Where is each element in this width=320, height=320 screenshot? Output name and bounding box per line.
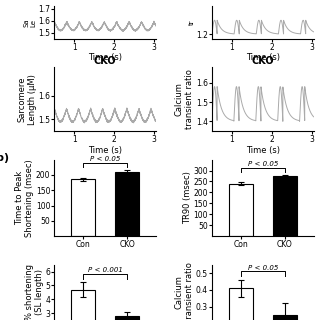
- Text: (b): (b): [0, 154, 10, 164]
- Bar: [228, 288, 253, 320]
- Y-axis label: Calcium
transient ratio: Calcium transient ratio: [175, 69, 194, 129]
- Y-axis label: Sa
Le: Sa Le: [24, 18, 37, 27]
- Text: P < 0.05: P < 0.05: [248, 161, 278, 167]
- Y-axis label: tr: tr: [188, 20, 195, 25]
- Bar: [115, 172, 140, 236]
- Text: P < 0.001: P < 0.001: [88, 267, 123, 273]
- X-axis label: Time (s): Time (s): [246, 146, 280, 155]
- Bar: [71, 180, 95, 236]
- Bar: [115, 316, 140, 320]
- Title: CKO: CKO: [94, 56, 116, 67]
- Title: CKO: CKO: [252, 56, 274, 67]
- X-axis label: Time (s): Time (s): [246, 53, 280, 62]
- Bar: [228, 184, 253, 236]
- Y-axis label: Time to Peak
Shortening (msec): Time to Peak Shortening (msec): [15, 159, 34, 237]
- X-axis label: Time (s): Time (s): [88, 53, 122, 62]
- Bar: [71, 290, 95, 320]
- Y-axis label: Calcium
transient ratio: Calcium transient ratio: [175, 262, 194, 320]
- Bar: [273, 315, 297, 320]
- Bar: [273, 176, 297, 236]
- Text: P < 0.05: P < 0.05: [248, 265, 278, 270]
- Y-axis label: TR90 (msec): TR90 (msec): [183, 172, 192, 224]
- X-axis label: Time (s): Time (s): [88, 146, 122, 155]
- Text: P < 0.05: P < 0.05: [90, 156, 120, 162]
- Y-axis label: Sarcomere
Length (μM): Sarcomere Length (μM): [18, 74, 37, 124]
- Y-axis label: % shortening
(SL length): % shortening (SL length): [25, 264, 44, 320]
